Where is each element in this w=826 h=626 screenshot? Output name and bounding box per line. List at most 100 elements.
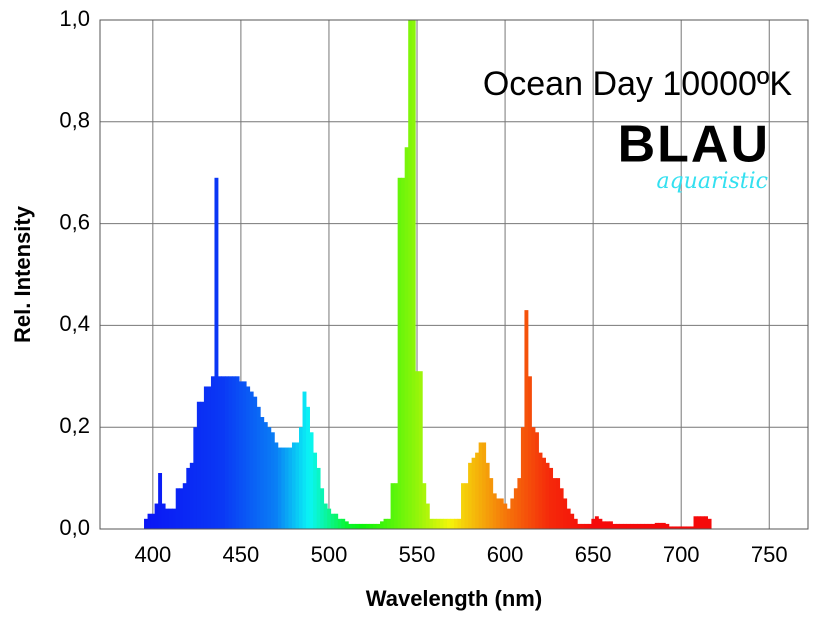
spectrum-bar bbox=[344, 521, 349, 529]
spectrum-bar bbox=[612, 523, 617, 529]
spectrum-bar bbox=[327, 508, 332, 529]
spectrum-bar bbox=[232, 376, 237, 529]
spectrum-bar bbox=[288, 447, 293, 529]
spectrum-bar bbox=[679, 526, 684, 529]
spectrum-bar bbox=[637, 523, 642, 529]
spectrum-bar bbox=[682, 526, 687, 529]
logo-subtitle: aquaristic bbox=[656, 169, 768, 194]
spectrum-bar bbox=[633, 523, 638, 529]
x-tick-label: 700 bbox=[663, 542, 700, 567]
spectrum-bar bbox=[559, 488, 564, 529]
spectrum-bar bbox=[372, 523, 377, 529]
spectrum-bar bbox=[608, 521, 613, 529]
spectrum-bar bbox=[520, 427, 525, 529]
spectrum-bar bbox=[235, 376, 240, 529]
spectrum-bar bbox=[404, 147, 409, 529]
spectrum-bar bbox=[161, 503, 166, 529]
spectrum-bar bbox=[542, 457, 546, 529]
spectrum-bar bbox=[207, 386, 212, 529]
spectrum-bar bbox=[313, 452, 318, 529]
spectrum-bar bbox=[422, 483, 427, 529]
spectrum-bar bbox=[436, 518, 441, 529]
spectrum-bar bbox=[570, 513, 575, 529]
spectrum-bar bbox=[478, 442, 483, 529]
spectrum-bar bbox=[686, 526, 691, 529]
spectrum-bar bbox=[302, 391, 307, 529]
spectrum-bar bbox=[665, 523, 670, 529]
spectrum-bar bbox=[549, 467, 554, 529]
spectrum-bar bbox=[151, 513, 155, 529]
spectrum-bar bbox=[584, 523, 589, 529]
x-tick-label: 600 bbox=[487, 542, 524, 567]
spectrum-bar bbox=[348, 523, 353, 529]
spectrum-bar bbox=[545, 462, 550, 529]
x-tick-label: 550 bbox=[399, 542, 436, 567]
spectrum-bar bbox=[295, 442, 300, 529]
spectrum-bar bbox=[661, 522, 666, 529]
spectrum-bar bbox=[577, 523, 582, 529]
spectrum-bar bbox=[506, 508, 511, 529]
x-axis-label: Wavelength (nm) bbox=[366, 586, 542, 611]
x-tick-label: 750 bbox=[751, 542, 788, 567]
spectrum-bar bbox=[249, 391, 254, 529]
spectrum-bar bbox=[239, 381, 244, 529]
spectrum-bar bbox=[594, 516, 599, 529]
spectrum-bar bbox=[485, 462, 490, 529]
spectrum-bar bbox=[598, 518, 603, 529]
spectrum-bar bbox=[267, 427, 272, 529]
x-tick-label: 500 bbox=[311, 542, 348, 567]
chart-title: Ocean Day 10000ºK bbox=[483, 65, 792, 103]
spectrum-bar bbox=[432, 518, 437, 529]
spectrum-bar bbox=[697, 516, 701, 529]
spectrum-bar bbox=[616, 523, 620, 529]
spectrum-bar bbox=[316, 467, 321, 529]
spectrum-bar bbox=[415, 371, 420, 529]
spectrum-bar bbox=[503, 503, 508, 529]
spectrum-bar bbox=[210, 376, 215, 529]
spectrum-bar bbox=[154, 503, 159, 529]
spectrum-bar bbox=[644, 523, 649, 529]
spectrum-bar bbox=[552, 478, 557, 529]
spectrum-bar bbox=[535, 432, 539, 529]
spectrum-bar bbox=[175, 488, 180, 529]
spectrum-bar bbox=[383, 518, 388, 529]
spectrum-bar bbox=[165, 508, 170, 529]
spectrum-bar bbox=[394, 483, 399, 529]
spectrum-bar bbox=[369, 523, 374, 529]
spectrum-bar bbox=[450, 518, 455, 529]
spectrum-bar bbox=[179, 488, 184, 529]
spectrum-bar bbox=[690, 526, 694, 529]
spectrum-bar bbox=[408, 20, 413, 529]
y-tick-label: 0,6 bbox=[59, 209, 90, 234]
y-tick-label: 1,0 bbox=[59, 6, 90, 31]
x-tick-label: 650 bbox=[575, 542, 612, 567]
spectrum-bar bbox=[246, 386, 251, 529]
spectrum-bar bbox=[482, 442, 487, 529]
spectrum-bar bbox=[172, 508, 177, 529]
spectrum-bar bbox=[387, 518, 391, 529]
y-tick-label: 0,4 bbox=[59, 311, 90, 336]
spectrum-bar bbox=[461, 483, 465, 529]
spectrum-bar bbox=[464, 483, 469, 529]
spectrum-bar bbox=[242, 381, 247, 529]
spectrum-bar bbox=[274, 442, 279, 529]
spectrum-bar bbox=[475, 452, 480, 529]
spectrum-bar bbox=[647, 523, 652, 529]
spectrum-bar bbox=[573, 518, 578, 529]
spectrum-bar bbox=[443, 518, 448, 529]
spectrum-bar bbox=[605, 521, 610, 529]
spectrum-bar bbox=[496, 498, 501, 529]
spectrum-bar bbox=[309, 432, 314, 529]
spectrum-bar bbox=[623, 523, 627, 529]
spectrum-bar bbox=[454, 518, 458, 529]
spectrum-bar bbox=[513, 488, 518, 529]
spectrum-bar bbox=[306, 406, 310, 529]
spectrum-bar bbox=[277, 447, 282, 529]
spectrum-bar bbox=[334, 513, 339, 529]
spectrum-bar bbox=[499, 498, 504, 529]
spectrum-bar bbox=[524, 310, 529, 529]
spectrum-bar bbox=[527, 376, 532, 529]
spectrum-bar bbox=[591, 518, 596, 529]
spectrum-bar bbox=[390, 483, 395, 529]
